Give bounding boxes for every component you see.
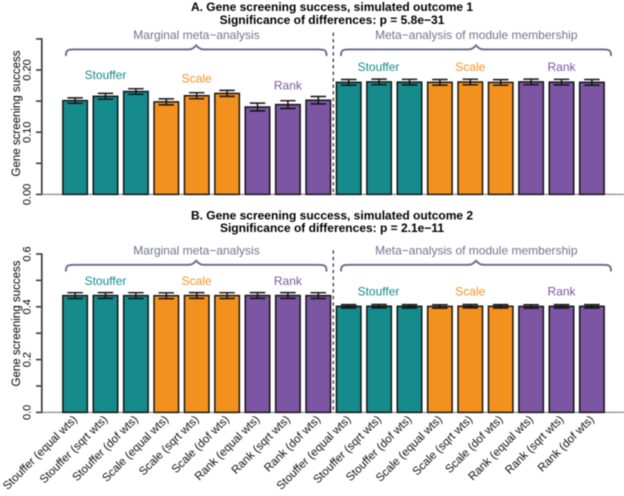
svg-text:Meta−analysis of module member: Meta−analysis of module membership — [375, 28, 578, 42]
svg-text:0.20: 0.20 — [21, 59, 33, 80]
svg-text:0.00: 0.00 — [21, 184, 33, 205]
svg-text:Stouffer: Stouffer — [358, 285, 400, 299]
svg-text:Marginal meta−analysis: Marginal meta−analysis — [133, 28, 259, 42]
svg-text:0.4: 0.4 — [21, 299, 33, 314]
svg-text:Rank: Rank — [274, 79, 303, 93]
svg-text:0.6: 0.6 — [21, 246, 33, 261]
svg-text:Gene screening success: Gene screening success — [11, 260, 23, 386]
svg-text:Stouffer: Stouffer — [358, 60, 400, 74]
svg-text:Stouffer: Stouffer — [85, 274, 127, 288]
svg-text:Scale: Scale — [182, 274, 212, 288]
svg-text:0.0: 0.0 — [21, 405, 33, 420]
svg-text:Scale: Scale — [182, 71, 212, 85]
svg-text:Rank: Rank — [547, 60, 576, 74]
svg-text:Meta−analysis of module member: Meta−analysis of module membership — [375, 244, 578, 258]
svg-text:Significance of differences: p: Significance of differences: p = 5.8e−31 — [220, 13, 445, 27]
svg-text:A. Gene screening success, sim: A. Gene screening success, simulated out… — [191, 0, 473, 14]
svg-text:Stouffer: Stouffer — [85, 68, 127, 82]
svg-text:Rank: Rank — [547, 285, 576, 299]
svg-text:Gene screening success: Gene screening success — [11, 50, 23, 176]
svg-text:Scale: Scale — [455, 60, 485, 74]
svg-text:Marginal meta−analysis: Marginal meta−analysis — [133, 244, 259, 258]
svg-text:0.2: 0.2 — [21, 352, 33, 367]
svg-text:Rank: Rank — [274, 274, 303, 288]
svg-text:Significance of differences: p: Significance of differences: p = 2.1e−11 — [220, 221, 444, 235]
svg-text:B. Gene screening success, sim: B. Gene screening success, simulated out… — [191, 209, 473, 223]
svg-text:0.10: 0.10 — [21, 121, 33, 142]
svg-text:Scale: Scale — [455, 285, 485, 299]
